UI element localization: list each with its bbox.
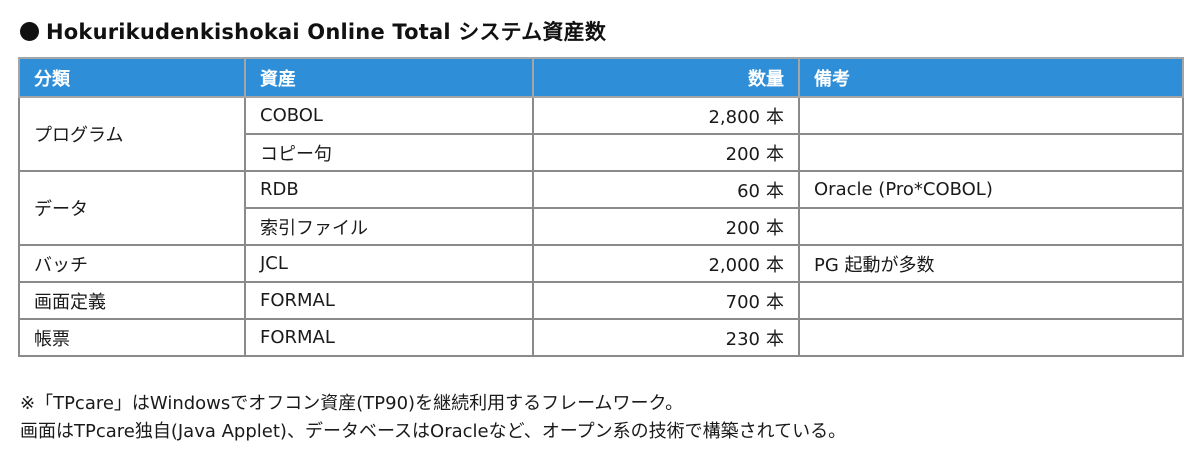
note-cell: PG 起動が多数	[798, 244, 1184, 283]
asset-cell: COBOL	[244, 96, 534, 135]
table-row: 画面定義 FORMAL 700 本	[18, 281, 1184, 320]
quantity-value: 60	[737, 180, 760, 202]
quantity-unit: 本	[766, 106, 784, 128]
table-row: データ RDB 60 本 Oracle (Pro*COBOL)	[18, 170, 1184, 246]
quantity-cell: 200 本	[532, 207, 800, 246]
header-category: 分類	[18, 57, 246, 98]
quantity-cell: 60 本	[532, 170, 800, 209]
quantity-unit: 本	[766, 328, 784, 350]
header-asset: 資産	[244, 57, 534, 98]
quantity-value: 200	[725, 217, 760, 239]
table-row: コピー句 200 本	[19, 133, 1184, 172]
quantity-cell: 230 本	[532, 318, 800, 357]
quantity-unit: 本	[766, 291, 784, 313]
footnote-line: 画面はTPcare独自(Java Applet)、データベースはOracleなど…	[20, 421, 847, 442]
quantity-value: 700	[725, 291, 760, 313]
asset-cell: RDB	[244, 170, 534, 209]
quantity-unit: 本	[766, 143, 784, 165]
note-cell	[798, 96, 1184, 135]
header-quantity: 数量	[532, 57, 800, 98]
quantity-value: 2,800	[708, 106, 760, 128]
note-cell	[798, 207, 1184, 246]
footnotes: ※「TPcare」はWindowsでオフコン資産(TP90)を継続利用するフレー…	[20, 390, 846, 446]
note-cell	[798, 281, 1184, 320]
asset-table: 分類 資産 数量 備考 プログラム COBOL 2,800 本 コピー句 200 本…	[18, 57, 1184, 357]
quantity-cell: 200 本	[532, 133, 800, 172]
category-cell: プログラム	[18, 96, 246, 172]
table-row: プログラム COBOL 2,800 本	[18, 96, 1184, 172]
quantity-unit: 本	[766, 217, 784, 239]
asset-cell: JCL	[244, 244, 534, 283]
table-header-row: 分類 資産 数量 備考	[18, 57, 1184, 98]
note-cell	[798, 318, 1184, 357]
quantity-cell: 2,000 本	[532, 244, 800, 283]
asset-cell: コピー句	[244, 133, 534, 172]
footnote-line: ※「TPcare」はWindowsでオフコン資産(TP90)を継続利用するフレー…	[20, 393, 684, 414]
bullet-icon	[20, 21, 39, 41]
quantity-value: 2,000	[708, 254, 760, 276]
quantity-unit: 本	[766, 180, 784, 202]
category-cell: バッチ	[18, 244, 246, 283]
quantity-cell: 2,800 本	[532, 96, 800, 135]
note-cell	[798, 133, 1184, 172]
note-cell: Oracle (Pro*COBOL)	[798, 170, 1184, 209]
page-title: Hokurikudenkishokai Online Total システム資産数	[20, 14, 606, 48]
asset-cell: FORMAL	[244, 281, 534, 320]
header-note: 備考	[798, 57, 1184, 98]
page-title-text: Hokurikudenkishokai Online Total システム資産数	[46, 20, 607, 44]
quantity-value: 230	[725, 328, 760, 350]
quantity-value: 200	[725, 143, 760, 165]
table-row: 帳票 FORMAL 230 本	[18, 318, 1184, 357]
category-cell: データ	[18, 170, 246, 246]
asset-cell: 索引ファイル	[244, 207, 534, 246]
table-row: 索引ファイル 200 本	[19, 207, 1184, 246]
category-cell: 帳票	[18, 318, 246, 357]
quantity-cell: 700 本	[532, 281, 800, 320]
category-cell: 画面定義	[18, 281, 246, 320]
table-row: バッチ JCL 2,000 本 PG 起動が多数	[18, 244, 1184, 283]
asset-cell: FORMAL	[244, 318, 534, 357]
quantity-unit: 本	[766, 254, 784, 276]
